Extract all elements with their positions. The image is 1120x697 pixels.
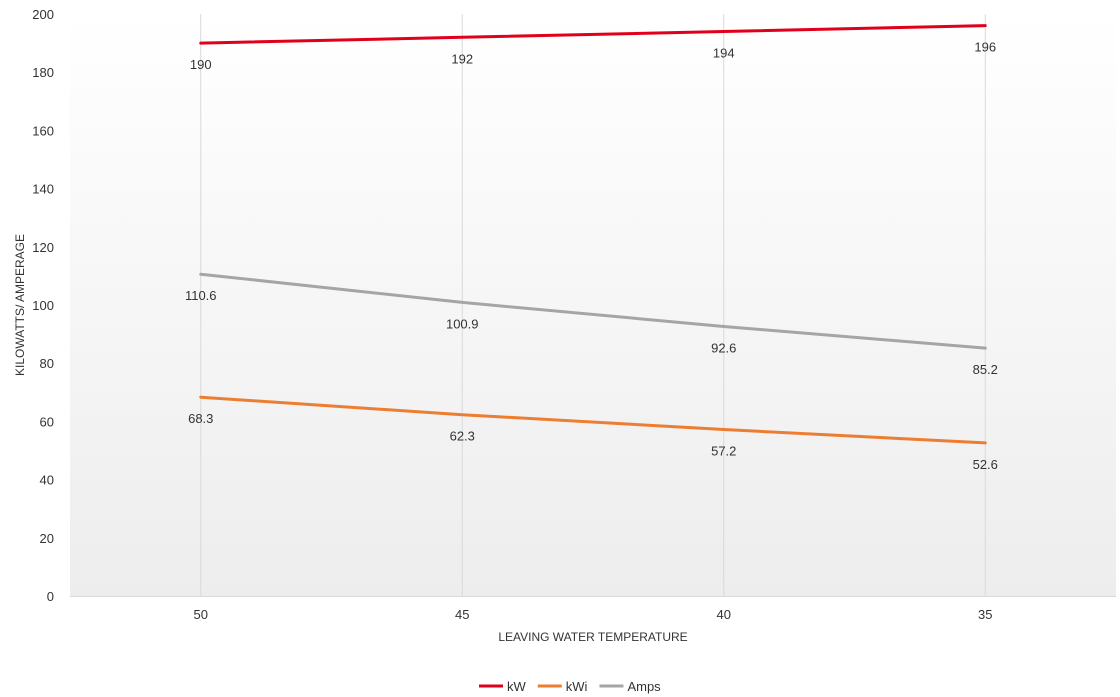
legend-label: Amps	[627, 679, 661, 694]
gridlines	[200, 14, 986, 596]
y-tick-label: 100	[32, 298, 54, 313]
data-label-amps: 100.9	[446, 316, 479, 331]
data-labels: 190 192 194 196 68.3 62.3 57.2 52.6 110.6 100.9 92…	[185, 40, 998, 472]
y-tick-label: 180	[32, 65, 54, 80]
y-tick-label: 80	[40, 356, 54, 371]
data-label-amps: 85.2	[973, 362, 998, 377]
plot-background	[70, 14, 1116, 596]
axes: 0 20 40 60 80 100 120 140 160 180 200 50 45 40 35	[32, 7, 1116, 622]
x-tick-label: 45	[455, 607, 469, 622]
data-label-kwi: 68.3	[188, 411, 213, 426]
legend-item-kw: kW	[479, 679, 527, 694]
y-axis-title: KILOWATTS/ AMPERAGE	[13, 234, 27, 376]
x-tick-label: 40	[717, 607, 731, 622]
data-label-amps: 92.6	[711, 341, 736, 356]
x-tick-label: 50	[194, 607, 208, 622]
data-label-kw: 194	[713, 45, 735, 60]
x-tick-label: 35	[978, 607, 992, 622]
series-line-amps	[199, 272, 987, 350]
series-lines	[199, 24, 987, 445]
series-line-kwi	[199, 395, 987, 445]
y-tick-label: 60	[40, 414, 54, 429]
y-tick-label: 40	[40, 473, 54, 488]
y-tick-label: 120	[32, 240, 54, 255]
data-label-amps: 110.6	[185, 288, 217, 303]
legend-item-amps: Amps	[599, 679, 661, 694]
data-label-kwi: 62.3	[450, 429, 475, 444]
legend-label: kW	[507, 679, 527, 694]
data-label-kwi: 52.6	[973, 457, 998, 472]
legend-item-kwi: kWi	[537, 679, 588, 694]
data-label-kw: 190	[190, 57, 212, 72]
data-label-kwi: 57.2	[711, 444, 736, 459]
x-axis-title: LEAVING WATER TEMPERATURE	[498, 630, 687, 644]
legend: kW kWi Amps	[479, 679, 661, 694]
y-tick-label: 140	[32, 182, 54, 197]
data-label-kw: 196	[974, 40, 996, 55]
y-tick-label: 0	[47, 589, 54, 604]
data-label-kw: 192	[451, 51, 473, 66]
series-line-kw	[199, 24, 987, 45]
y-tick-label: 160	[32, 123, 54, 138]
y-tick-label: 200	[32, 7, 54, 22]
y-tick-label: 20	[40, 531, 54, 546]
legend-label: kWi	[566, 679, 588, 694]
